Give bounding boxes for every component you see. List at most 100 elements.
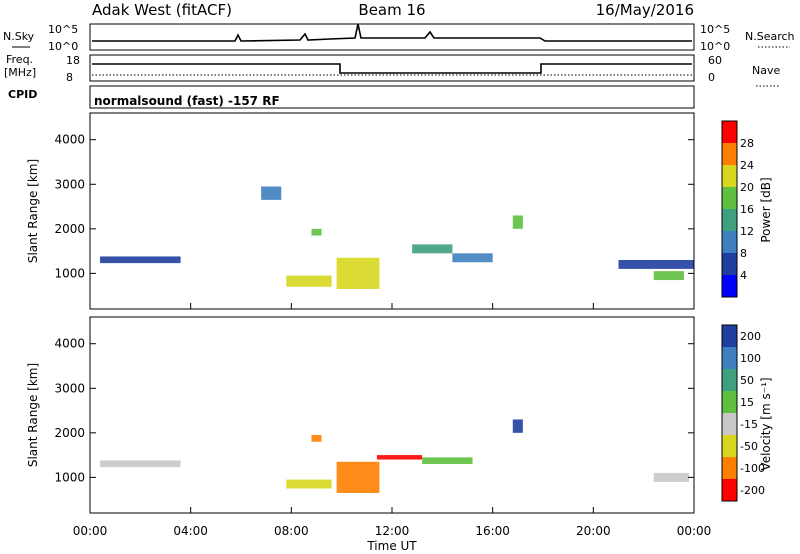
- power-patch-6: [452, 253, 493, 263]
- velocity-ytick-label-3: 4000: [54, 337, 85, 351]
- power-colorbar-segment-1: [722, 253, 737, 275]
- power-colorbar-tick-3: 16: [740, 203, 754, 216]
- time-axis: 00:00 04:00 08:00 12:00 16:00 20:00 00:00: [73, 524, 712, 538]
- power-colorbar: 4 8 12 16 20 24 28: [721, 120, 754, 298]
- power-colorbar-segment-7: [722, 121, 737, 143]
- power-patch-2: [336, 257, 380, 289]
- power-patch-3: [261, 186, 282, 200]
- velocity-colorbar-tick-4: -15: [740, 418, 758, 431]
- velocity-colorbar-segment-3: [722, 391, 737, 413]
- date-title: 16/May/2016: [596, 1, 694, 19]
- velocity-colorbar-segment-2: [722, 369, 737, 391]
- velocity-colorbar-tick-3: 15: [740, 396, 754, 409]
- freq-label: Freq.: [6, 53, 33, 66]
- cpid-label: CPID: [8, 88, 37, 101]
- cpid-panel: CPID normalsound (fast) -157 RF: [8, 85, 695, 109]
- power-colorbar-segment-6: [722, 143, 737, 165]
- power-colorbar-segment-2: [722, 231, 737, 253]
- power-ytick-label-3: 4000: [54, 133, 85, 147]
- velocity-colorbar-segment-6: [722, 457, 737, 479]
- velocity-colorbar-tick-7: -200: [740, 484, 765, 497]
- velocity-patch-1: [286, 479, 332, 489]
- power-colorbar-tick-0: 4: [740, 269, 747, 282]
- velocity-colorbar-segment-1: [722, 347, 737, 369]
- velocity-colorbar-tick-6: -100: [740, 462, 765, 475]
- power-colorbar-tick-4: 20: [740, 181, 754, 194]
- power-patch-5: [412, 244, 453, 254]
- power-colorbar-segment-5: [722, 165, 737, 187]
- noise-tick-low-left: 10^0: [48, 40, 78, 53]
- power-colorbar-segment-0: [722, 275, 737, 297]
- velocity-ytick-label-2: 3000: [54, 381, 85, 395]
- nave-tick-high: 60: [708, 54, 722, 67]
- frequency-panel: Freq. [MHz] 18 8 60 0 Nave: [4, 53, 780, 87]
- velocity-ytick-label-0: 1000: [54, 470, 85, 484]
- noise-panel: N.Sky 10^5 10^0 10^5 10^0 N.Search: [3, 23, 795, 53]
- time-tick-3: 12:00: [375, 524, 410, 538]
- velocity-ytick-label-1: 2000: [54, 426, 85, 440]
- velocity-patch-0: [100, 460, 181, 468]
- velocity-colorbar-tick-2: 50: [740, 374, 754, 387]
- power-colorbar-segment-3: [722, 209, 737, 231]
- power-ylabel: Slant Range [km]: [26, 159, 40, 263]
- velocity-patch-2: [336, 461, 380, 493]
- power-colorbar-frame: [721, 120, 738, 298]
- noise-tick-high-left: 10^5: [48, 23, 78, 36]
- velocity-colorbar-frame: [721, 324, 738, 502]
- nave-label: Nave: [752, 64, 780, 77]
- mhz-label: [MHz]: [4, 66, 36, 79]
- velocity-panel: 1000 2000 3000 4000 Slant Range [km]: [26, 316, 695, 514]
- power-colorbar-tick-2: 12: [740, 225, 754, 238]
- velocity-patch-6: [512, 419, 523, 433]
- time-tick-6: 00:00: [677, 524, 712, 538]
- power-panel: 1000 2000 3000 4000 Slant Range [km]: [26, 112, 695, 310]
- velocity-colorbar-segment-0: [722, 325, 737, 347]
- velocity-patch-3: [311, 435, 322, 442]
- time-tick-5: 20:00: [576, 524, 611, 538]
- beam-title: Beam 16: [358, 1, 425, 19]
- noise-sky-line: [92, 23, 692, 42]
- power-ytick-label-2: 3000: [54, 177, 85, 191]
- power-y-ticks: 1000 2000 3000 4000: [54, 133, 695, 309]
- time-tick-1: 04:00: [173, 524, 208, 538]
- velocity-y-ticks: 1000 2000 3000 4000: [54, 337, 695, 513]
- nsky-label: N.Sky: [3, 30, 35, 43]
- power-colorbar-tick-1: 8: [740, 247, 747, 260]
- freq-tick-low: 8: [66, 71, 73, 84]
- power-patch-1: [286, 275, 332, 287]
- frequency-line: [92, 63, 692, 74]
- power-colorbar-tick-6: 28: [740, 137, 754, 150]
- velocity-colorbar-tick-5: -50: [740, 440, 758, 453]
- power-colorbar-segment-4: [722, 187, 737, 209]
- cpid-text: normalsound (fast) -157 RF: [94, 94, 280, 108]
- velocity-ylabel: Slant Range [km]: [26, 363, 40, 467]
- velocity-colorbar-label: Velocity [m s⁻¹]: [759, 377, 773, 470]
- power-patch-7: [512, 215, 523, 229]
- velocity-patches: [100, 419, 689, 493]
- power-ytick-label-0: 1000: [54, 266, 85, 280]
- velocity-patch-7: [653, 472, 689, 482]
- power-colorbar-label: Power [dB]: [759, 177, 773, 242]
- time-axis-label: Time UT: [366, 539, 417, 553]
- nsearch-label: N.Search: [745, 30, 795, 43]
- noise-tick-low-right: 10^0: [700, 40, 730, 53]
- velocity-colorbar-tick-0: 200: [740, 330, 761, 343]
- power-ytick-label-1: 2000: [54, 222, 85, 236]
- station-title: Adak West (fitACF): [92, 1, 232, 19]
- power-patch-0: [100, 256, 181, 264]
- freq-tick-high: 18: [66, 54, 80, 67]
- time-tick-0: 00:00: [73, 524, 108, 538]
- power-patch-8: [618, 260, 694, 269]
- power-patch-4: [311, 228, 322, 236]
- velocity-patch-5: [422, 457, 473, 464]
- noise-tick-high-right: 10^5: [700, 23, 730, 36]
- power-colorbar-tick-5: 24: [740, 159, 754, 172]
- velocity-colorbar-segment-5: [722, 435, 737, 457]
- power-patches: [100, 186, 694, 289]
- velocity-patch-4: [376, 455, 423, 460]
- nave-tick-low: 0: [708, 71, 715, 84]
- time-tick-2: 08:00: [274, 524, 309, 538]
- power-patch-9: [653, 271, 684, 281]
- velocity-colorbar-segment-4: [722, 413, 737, 435]
